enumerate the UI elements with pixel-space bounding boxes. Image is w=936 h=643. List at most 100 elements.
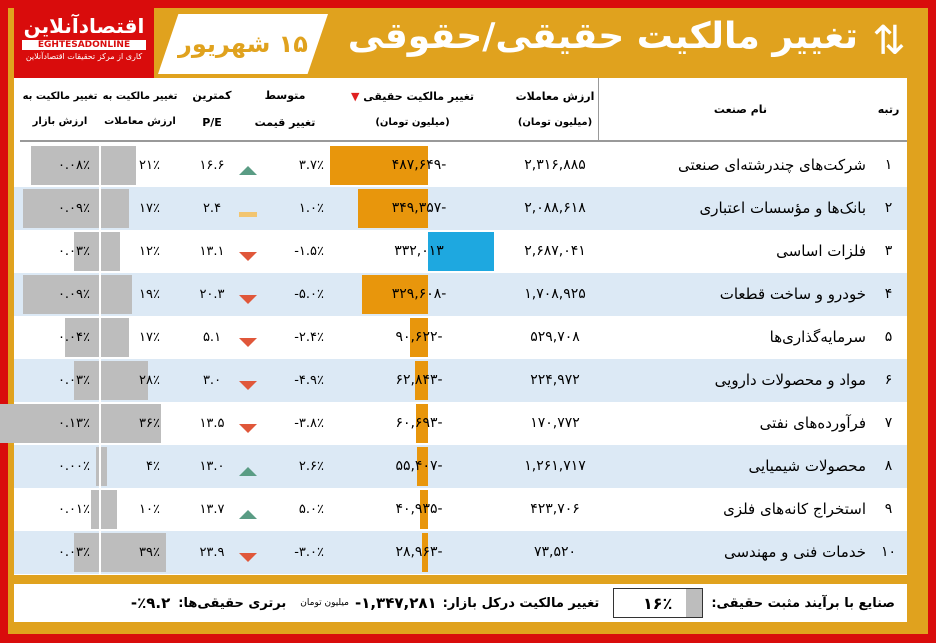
rank: ۱ [884, 157, 893, 174]
rank: ۱۰ [880, 544, 897, 561]
mkt-share-bar [22, 275, 99, 314]
real-change: -۲۸,۹۶۳ [395, 544, 443, 561]
header-name-label: نام صنعت [713, 102, 768, 116]
avg-change: -۳.۰٪ [294, 544, 324, 560]
trade-share: ۳۹٪ [139, 544, 160, 560]
header-name: نام صنعت [611, 78, 870, 142]
divider [99, 488, 101, 531]
triangle-up-icon [239, 166, 257, 175]
avg-change: -۵.۰٪ [294, 286, 324, 302]
label2: ارزش بازار [32, 116, 88, 127]
mkt-share-bar [73, 361, 99, 400]
trade-share-bar [100, 447, 107, 486]
sort-desc-icon[interactable]: ▼ [350, 90, 360, 103]
industry-name[interactable]: استخراج کانه‌های فلزی [723, 500, 866, 519]
logo-en: EGHTESADONLINE [22, 40, 146, 50]
mkt-share: ۰.۰۱٪ [57, 501, 90, 517]
mkt-share-bar [0, 404, 99, 443]
avg-change: -۲.۴٪ [294, 329, 324, 345]
triangle-down-icon [239, 338, 257, 347]
real-pref-label: برتری حقیقی‌ها: [178, 595, 287, 611]
rank: ۲ [884, 200, 893, 217]
table-row[interactable]: ۱۰ خدمات فنی و مهندسی ۷۳,۵۲۰ -۲۸,۹۶۳ -۳.۰٪ ۲۳… [14, 531, 907, 574]
label2: P/E [202, 116, 222, 129]
trade-share: ۱۷٪ [139, 329, 160, 345]
pe: ۲۰.۳ [199, 286, 225, 302]
pe: ۱۳.۱ [199, 243, 225, 259]
table-row[interactable]: ۱ شرکت‌های چندرشته‌ای صنعتی ۲,۳۱۶,۸۸۵ -۴۸۷,… [14, 144, 907, 187]
industry-name[interactable]: سرمایه‌گذاری‌ها [769, 328, 866, 347]
industry-name[interactable]: محصولات شیمیایی [748, 457, 866, 476]
divider [99, 144, 101, 187]
data-table: رتبه نام صنعت ارزش معاملات (میلیون تومان)… [0, 78, 907, 575]
real-change: -۶۲,۸۴۳ [395, 372, 443, 389]
rank: ۴ [884, 286, 893, 303]
label: ارزش معاملات [515, 90, 595, 103]
mkt-share-bar [65, 318, 99, 357]
table-row[interactable]: ۵ سرمایه‌گذاری‌ها ۵۲۹,۷۰۸ -۹۰,۶۲۲ -۲.۴٪ ۵.۱ ۱۷… [14, 316, 907, 359]
divider [99, 230, 101, 273]
table-row[interactable]: ۲ بانک‌ها و مؤسسات اعتباری ۲,۰۸۸,۶۱۸ -۳۴۹,۳… [14, 187, 907, 230]
trade-share-bar [100, 361, 148, 400]
real-change: -۳۲۹,۶۰۸ [391, 286, 447, 303]
rank: ۸ [884, 458, 893, 475]
unit: (میلیون تومان) [517, 117, 593, 128]
label: کمترین [192, 89, 232, 102]
pe: ۱۳.۰ [199, 458, 225, 474]
real-change-bar [422, 533, 428, 572]
real-change: -۴۰,۹۳۵ [395, 501, 443, 518]
trade-value: ۴۲۳,۷۰۶ [530, 501, 580, 518]
avg-change: ۵.۰٪ [298, 501, 324, 517]
label2: ارزش معاملات [104, 116, 176, 127]
industry-name[interactable]: فرآورده‌های نفتی [759, 414, 866, 433]
table-row[interactable]: ۴ خودرو و ساخت قطعات ۱,۷۰۸,۹۲۵ -۳۲۹,۶۰۸ -۵.۰… [14, 273, 907, 316]
label: تغییر مالکیت حقیقی ▼ [326, 90, 499, 103]
pe: ۲.۴ [202, 200, 222, 216]
trade-value: ۲,۶۸۷,۰۴۱ [524, 243, 586, 260]
mkt-share: ۰.۰۹٪ [57, 286, 90, 302]
market-label: تغییر مالکیت درکل بازار: [442, 595, 600, 611]
avg-change: ۲.۶٪ [298, 458, 324, 474]
mkt-share: ۰.۰۸٪ [57, 157, 90, 173]
trade-value: ۲۲۴,۹۷۲ [530, 372, 580, 389]
real-change-bar [415, 404, 428, 443]
divider [99, 273, 101, 316]
industry-name[interactable]: شرکت‌های چندرشته‌ای صنعتی [678, 156, 866, 175]
mkt-share-bar [73, 232, 99, 271]
industry-name[interactable]: فلزات اساسی [776, 242, 866, 261]
divider [99, 531, 101, 574]
table-row[interactable]: ۳ فلزات اساسی ۲,۶۸۷,۰۴۱ ۳۳۲,۰۱۳ -۱.۵٪ ۱۳.۱ ۱۲٪… [14, 230, 907, 273]
table-row[interactable]: ۸ محصولات شیمیایی ۱,۲۶۱,۷۱۷ -۵۵,۴۰۷ ۲.۶٪ ۱۳.۰… [14, 445, 907, 488]
real-pref-value: ٪۹.۲- [130, 594, 171, 612]
logo: اقتصادآنلاین EGHTESADONLINE کاری از مرکز… [14, 8, 154, 78]
mkt-share-bar [73, 533, 99, 572]
trade-share-bar [100, 146, 136, 185]
table-row[interactable]: ۶ مواد و محصولات دارویی ۲۲۴,۹۷۲ -۶۲,۸۴۳ -۴.۹… [14, 359, 907, 402]
real-change-bar [415, 361, 428, 400]
table-row[interactable]: ۷ فرآورده‌های نفتی ۱۷۰,۷۷۲ -۶۰,۶۹۳ -۳.۸٪ ۱۳.۵… [0, 402, 907, 445]
positive-bar [686, 589, 703, 617]
rank: ۶ [884, 372, 893, 389]
table-row[interactable]: ۹ استخراج کانه‌های فلزی ۴۲۳,۷۰۶ -۴۰,۹۳۵ ۵.۰٪… [14, 488, 907, 531]
pe: ۲۳.۹ [199, 544, 225, 560]
industry-name[interactable]: خودرو و ساخت قطعات [719, 285, 866, 304]
trade-value: ۲,۳۱۶,۸۸۵ [524, 157, 586, 174]
avg-change: -۱.۵٪ [294, 243, 324, 259]
industry-name[interactable]: مواد و محصولات دارویی [714, 371, 866, 390]
trade-share: ۳۶٪ [139, 415, 160, 431]
trade-share: ۱۷٪ [139, 200, 160, 216]
avg-change: -۴.۹٪ [294, 372, 324, 388]
industry-name[interactable]: خدمات فنی و مهندسی [723, 543, 866, 562]
divider [598, 78, 599, 142]
page-title: تغییر مالکیت حقیقی/حقوقی [347, 16, 858, 57]
industry-name[interactable]: بانک‌ها و مؤسسات اعتباری [699, 199, 866, 218]
rank: ۷ [884, 415, 893, 432]
real-change-bar [419, 490, 428, 529]
real-change: -۹۰,۶۲۲ [395, 329, 443, 346]
mkt-share-bar [31, 146, 99, 185]
header-real-change[interactable]: تغییر مالکیت حقیقی ▼ (میلیون تومان) [326, 78, 499, 142]
label: تغییر مالکیت به [102, 91, 178, 102]
real-change-bar [409, 318, 428, 357]
pe: ۳.۰ [202, 372, 222, 388]
triangle-down-icon [239, 381, 257, 390]
